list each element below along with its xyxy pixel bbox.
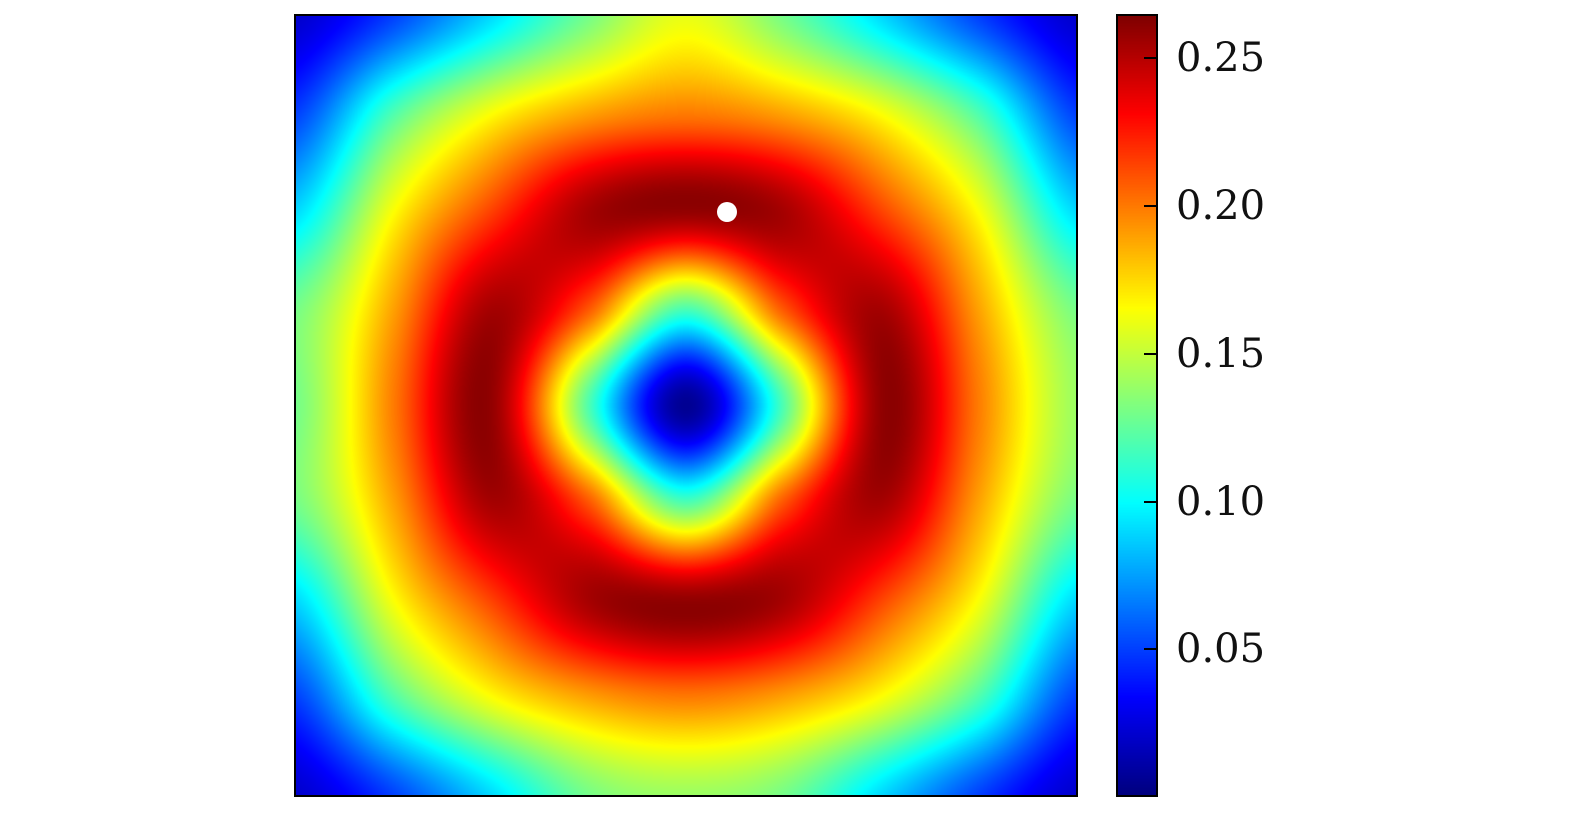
colorbar-tick <box>1144 500 1156 503</box>
colorbar-tick-label: 0.25 <box>1176 35 1266 82</box>
heatmap-plot <box>294 14 1078 797</box>
colorbar-tick-label: 0.15 <box>1176 330 1266 377</box>
colorbar-tick-label: 0.05 <box>1176 626 1266 673</box>
colorbar-tick <box>1144 57 1156 60</box>
colorbar-tick <box>1144 352 1156 355</box>
colorbar-gradient <box>1118 16 1156 795</box>
colorbar-tick <box>1144 648 1156 651</box>
colorbar <box>1116 14 1158 797</box>
heatmap-field <box>296 16 1076 795</box>
colorbar-tick-label: 0.20 <box>1176 183 1266 230</box>
colorbar-tick-label: 0.10 <box>1176 478 1266 525</box>
colorbar-tick <box>1144 205 1156 208</box>
marker-point <box>716 201 737 222</box>
